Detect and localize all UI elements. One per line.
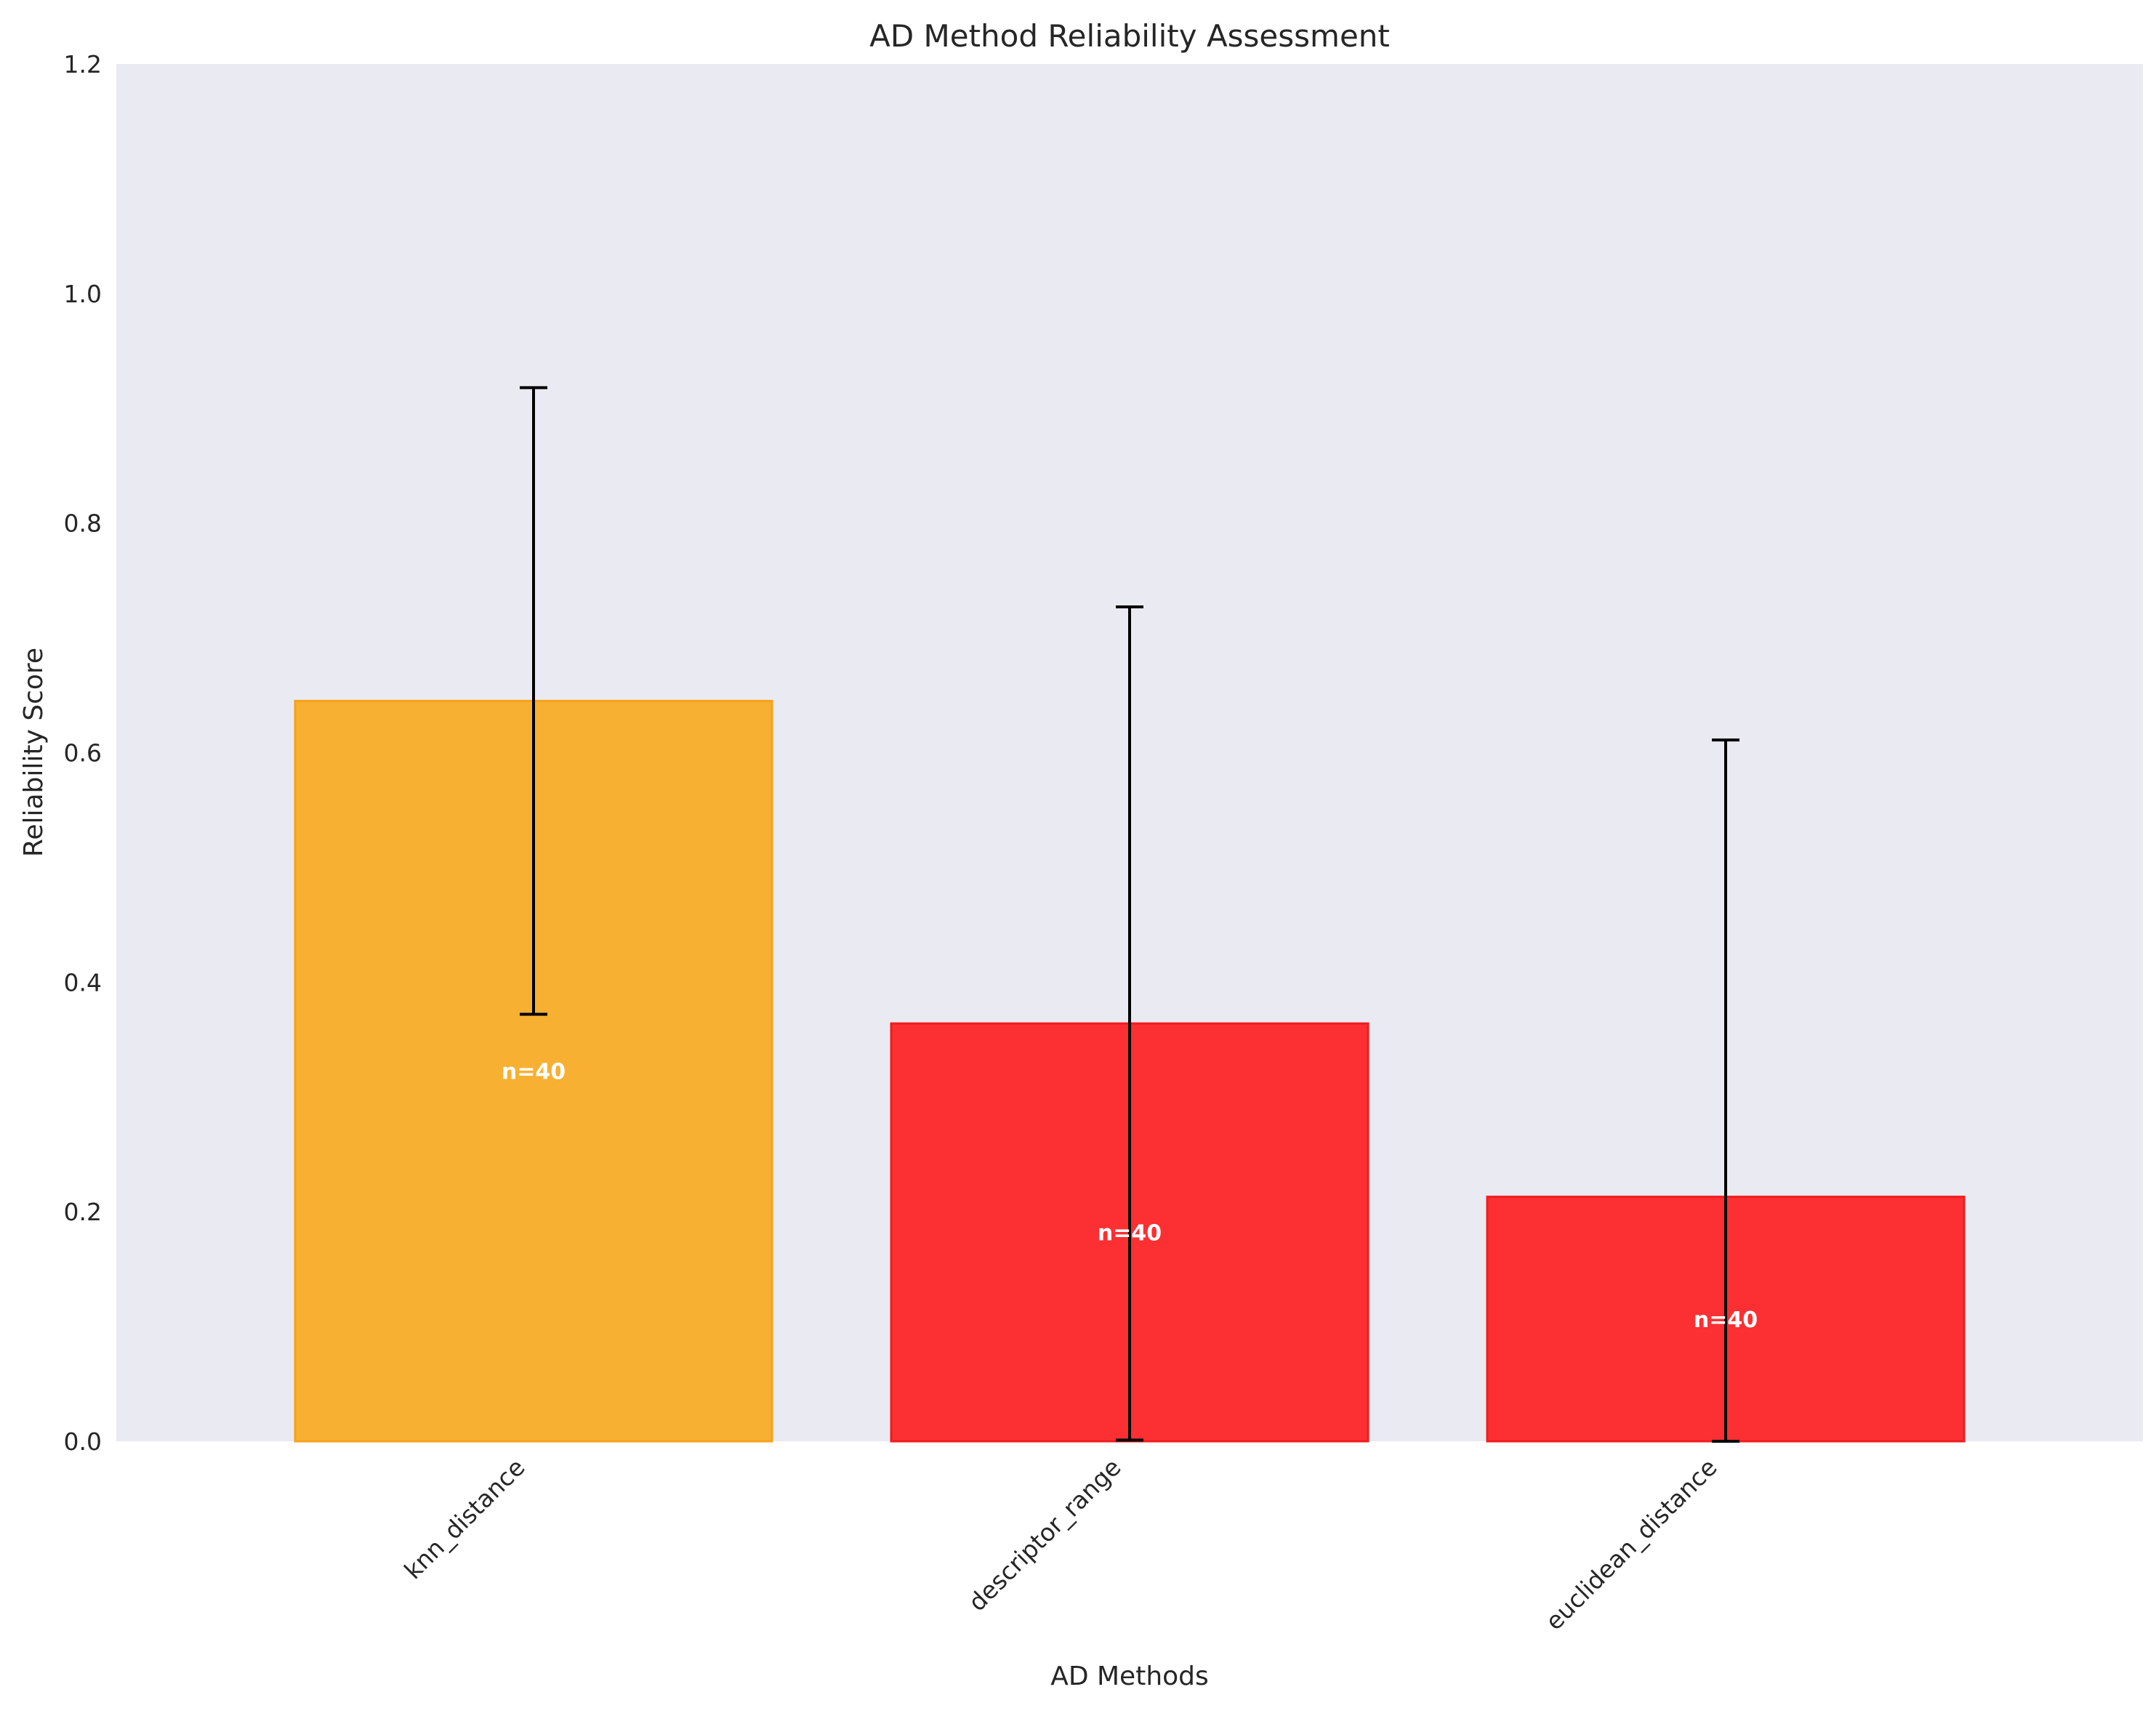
y-ticks-group: 0.0 0.2 0.4 0.6 0.8 1.0 1.2 [64, 50, 102, 1456]
bar-count-label: n=40 [1694, 1308, 1758, 1333]
x-axis-label: AD Methods [1050, 1661, 1209, 1691]
y-tick-label: 1.0 [64, 280, 102, 308]
x-tick-label: knn_distance [398, 1453, 530, 1584]
y-tick-label: 0.4 [64, 968, 102, 996]
y-axis-label: Reliability Score [19, 648, 49, 857]
y-tick-label: 0.0 [64, 1427, 102, 1456]
y-tick-label: 0.6 [64, 739, 102, 768]
x-ticks-group: knn_distance descriptor_range euclidean_di… [398, 1453, 1722, 1635]
y-tick-label: 1.2 [64, 50, 102, 78]
x-tick-label: descriptor_range [962, 1453, 1126, 1616]
chart-title: AD Method Reliability Assessment [869, 18, 1390, 54]
errorbars-group [520, 386, 1739, 1443]
y-tick-label: 0.2 [64, 1198, 102, 1226]
bar-labels-group: n=40 n=40 n=40 [502, 1060, 1758, 1333]
bar-count-label: n=40 [1098, 1221, 1162, 1246]
bar-count-label: n=40 [502, 1060, 566, 1085]
x-tick-label: euclidean_distance [1540, 1453, 1722, 1635]
y-tick-label: 0.8 [64, 509, 102, 538]
